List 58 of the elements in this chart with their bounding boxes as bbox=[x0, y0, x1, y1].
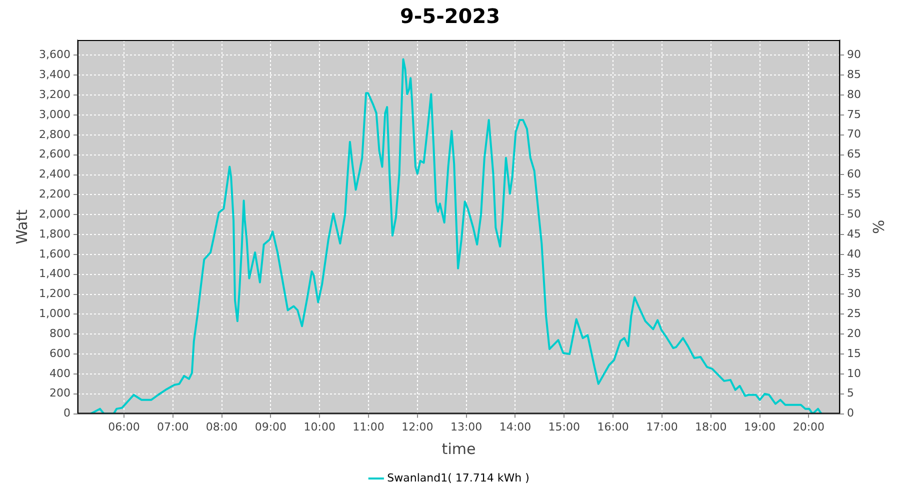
y2-tick-label: 10 bbox=[847, 366, 862, 380]
y2-tick-label: 15 bbox=[847, 346, 862, 360]
x-tick-label: 15:00 bbox=[548, 420, 580, 434]
legend-label: Swanland1( 17.714 kWh ) bbox=[387, 471, 530, 484]
y2-tick-label: 75 bbox=[847, 108, 862, 121]
y-tick-label: 2,000 bbox=[38, 207, 70, 220]
y-tick-label: 800 bbox=[49, 326, 70, 340]
y-tick-label: 600 bbox=[49, 346, 70, 360]
y2-tick-label: 0 bbox=[847, 406, 854, 420]
x-tick-label: 13:00 bbox=[450, 420, 482, 434]
y2-tick-label: 70 bbox=[847, 128, 862, 141]
y2-tick-label: 35 bbox=[847, 267, 862, 280]
x-tick-label: 16:00 bbox=[597, 420, 629, 434]
x-tick-label: 08:00 bbox=[206, 420, 238, 434]
y-tick-label: 2,200 bbox=[38, 188, 70, 201]
x-axis-title: time bbox=[442, 440, 476, 458]
y2-axis-title: % bbox=[869, 220, 888, 234]
y-tick-label: 1,200 bbox=[38, 287, 70, 300]
y2-tick-label: 65 bbox=[847, 148, 862, 161]
y2-tick-label: 25 bbox=[847, 307, 862, 320]
y-tick-label: 1,400 bbox=[38, 267, 70, 280]
x-tick-label: 11:00 bbox=[352, 420, 384, 434]
y2-tick-label: 40 bbox=[847, 247, 862, 260]
y2-tick-label: 85 bbox=[847, 68, 862, 81]
y-tick-label: 1,600 bbox=[38, 247, 70, 260]
y2-tick-label: 60 bbox=[847, 168, 862, 181]
y2-tick-label: 55 bbox=[847, 187, 862, 200]
x-tick-label: 14:00 bbox=[499, 420, 532, 434]
x-tick-label: 06:00 bbox=[108, 420, 140, 434]
y2-tick-label: 5 bbox=[847, 386, 854, 400]
y-tick-label: 200 bbox=[49, 386, 70, 400]
y-tick-label: 3,200 bbox=[38, 88, 70, 101]
y-tick-label: 400 bbox=[49, 366, 70, 380]
y-tick-label: 1,000 bbox=[38, 307, 70, 320]
y-tick-label: 3,000 bbox=[38, 108, 70, 121]
y-tick-label: 2,800 bbox=[38, 128, 70, 141]
y-tick-label: 1,800 bbox=[38, 227, 70, 240]
x-tick-label: 17:00 bbox=[646, 420, 678, 434]
y-tick-label: 2,400 bbox=[38, 168, 70, 181]
x-tick-label: 19:00 bbox=[744, 420, 776, 434]
y-tick-label: 0 bbox=[63, 406, 70, 420]
y2-tick-label: 45 bbox=[847, 227, 862, 240]
x-tick-label: 20:00 bbox=[792, 420, 825, 434]
y2-tick-label: 30 bbox=[847, 287, 862, 300]
x-tick-label: 18:00 bbox=[695, 420, 727, 434]
x-tick-label: 09:00 bbox=[254, 420, 287, 434]
y-tick-label: 3,400 bbox=[38, 68, 70, 82]
y-axis-title: Watt bbox=[12, 209, 31, 244]
y-tick-label: 3,600 bbox=[38, 48, 70, 62]
y-tick-label: 2,600 bbox=[38, 148, 70, 161]
y2-tick-label: 90 bbox=[847, 48, 862, 62]
chart-title: 9-5-2023 bbox=[400, 4, 500, 28]
x-tick-label: 10:00 bbox=[304, 420, 336, 434]
y2-tick-label: 20 bbox=[847, 326, 862, 340]
y2-tick-label: 80 bbox=[847, 88, 862, 101]
x-tick-label: 07:00 bbox=[157, 420, 189, 434]
x-tick-label: 12:00 bbox=[402, 420, 434, 434]
y2-tick-label: 50 bbox=[847, 207, 862, 220]
